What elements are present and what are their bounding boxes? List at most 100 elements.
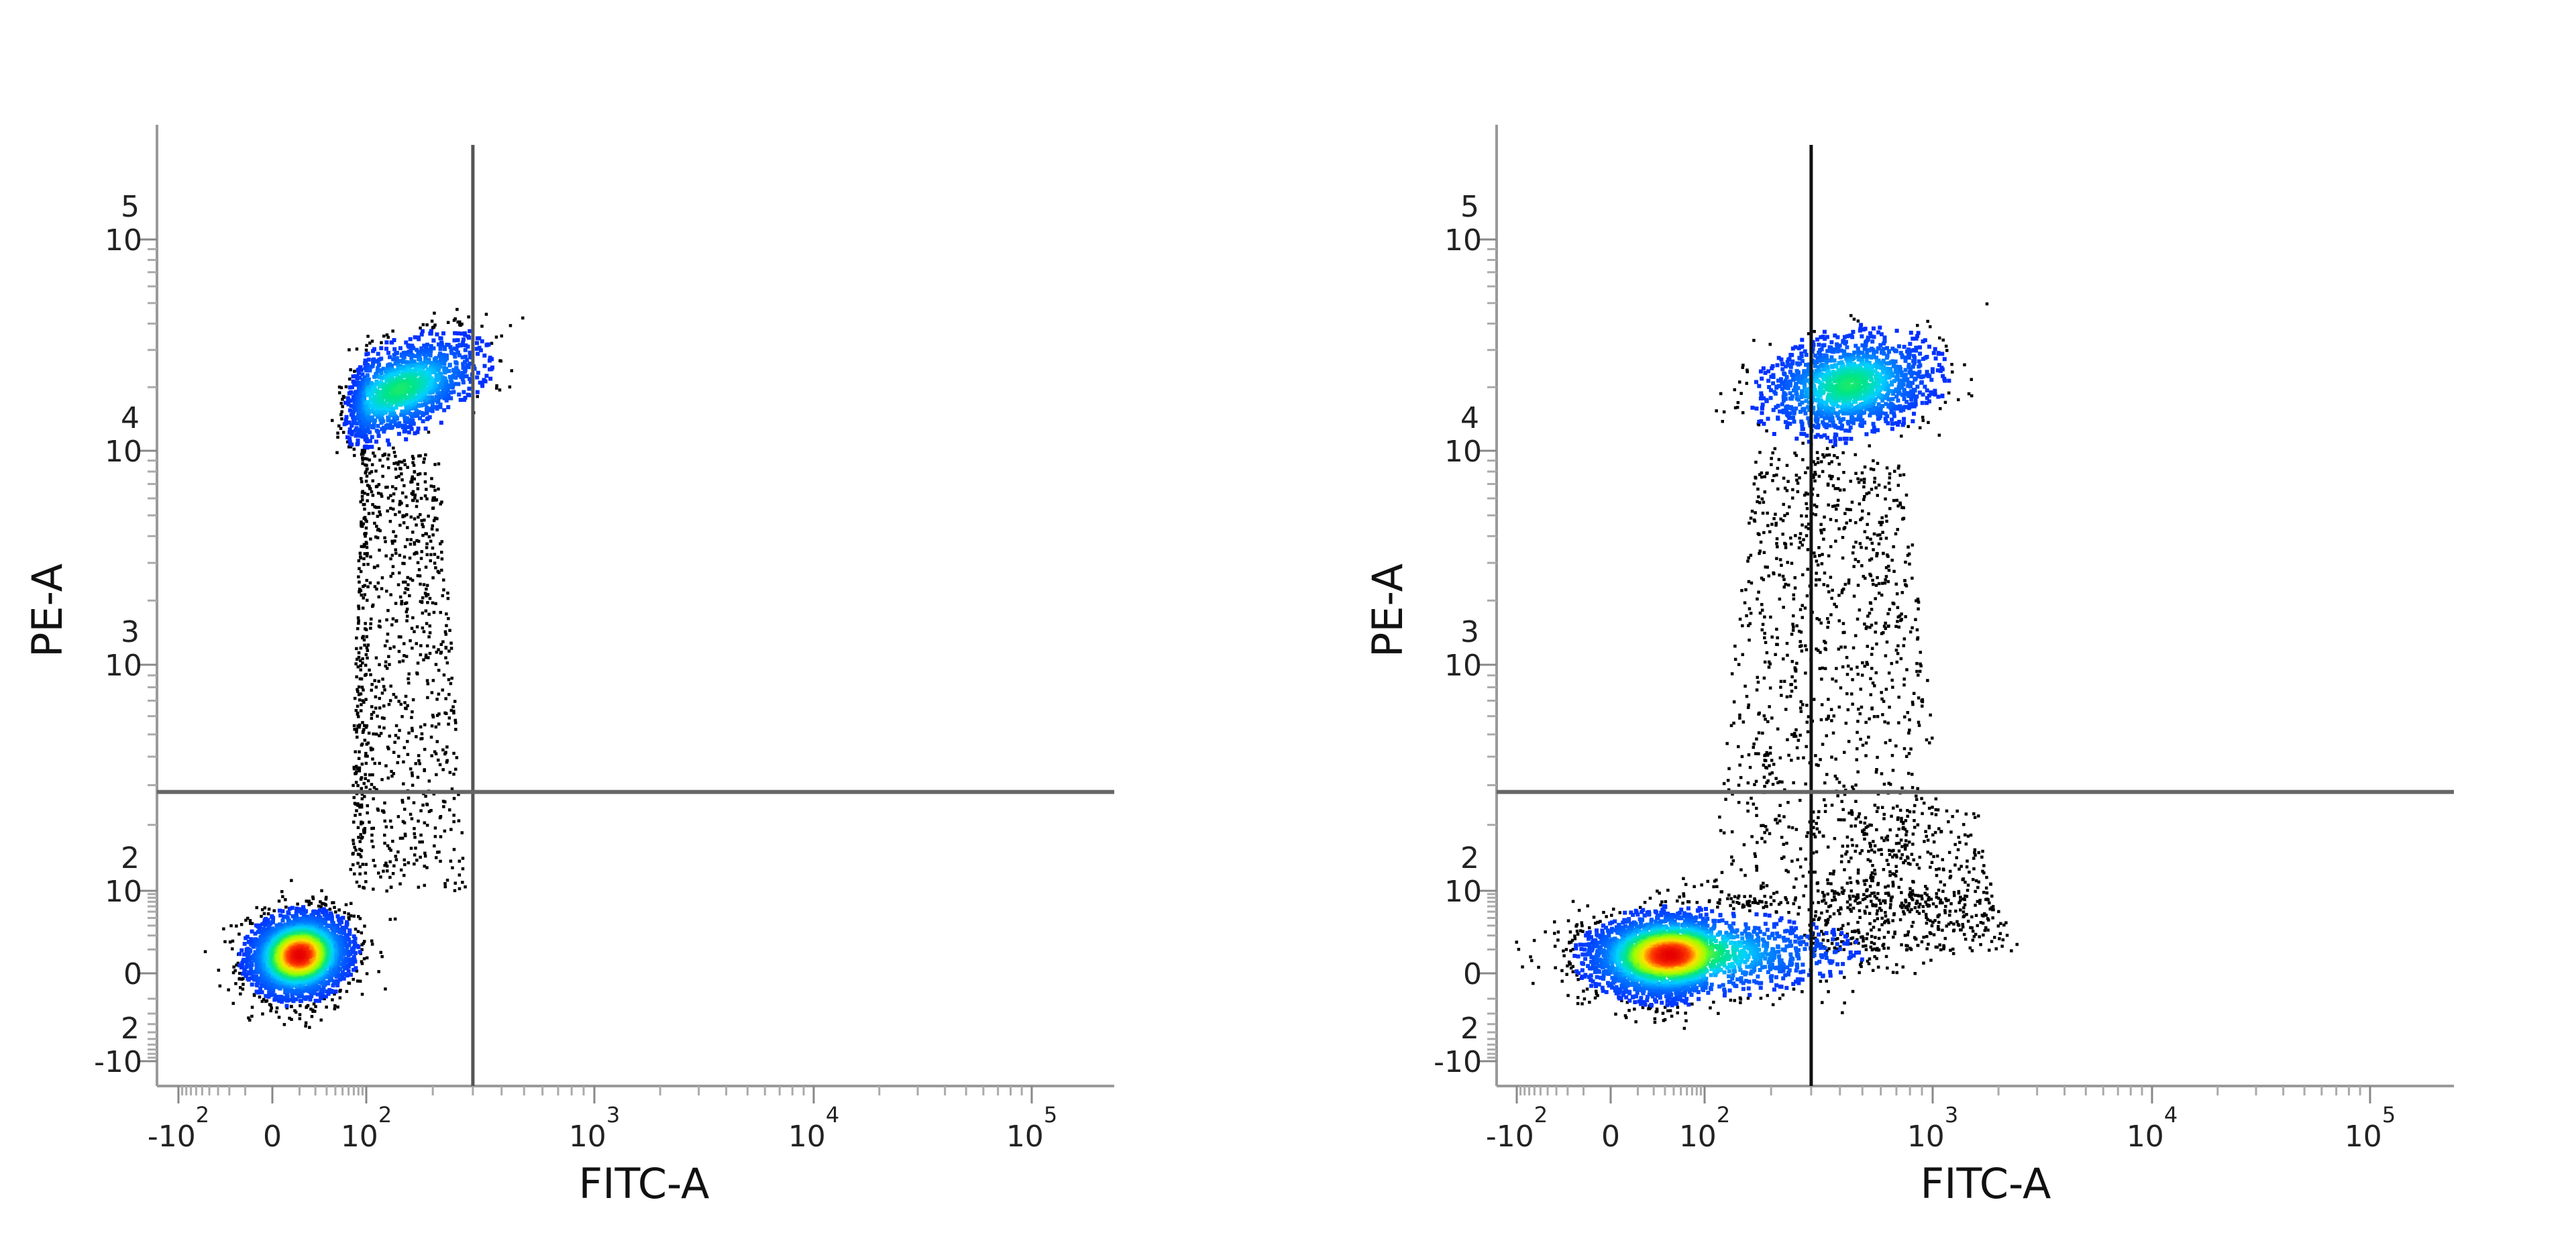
event-dot: [449, 348, 453, 352]
event-dot: [377, 447, 381, 451]
event-dot: [337, 908, 341, 912]
event-dot: [366, 563, 370, 566]
event-dot: [407, 682, 411, 685]
event-dot: [433, 561, 437, 565]
event-dot: [364, 761, 368, 765]
event-dot: [375, 587, 378, 591]
event-dot: [423, 821, 427, 824]
event-dot: [389, 506, 392, 510]
event-dot: [398, 553, 402, 557]
event-dot: [245, 961, 250, 965]
event-dot: [362, 543, 366, 546]
event-dot: [452, 797, 456, 800]
event-dot: [244, 973, 248, 977]
event-dot: [462, 390, 466, 394]
event-dot: [358, 766, 362, 769]
event-dot: [409, 386, 413, 391]
event-dot: [333, 953, 337, 958]
event-dot: [453, 889, 457, 892]
event-dot: [360, 686, 364, 689]
event-dot: [294, 912, 299, 916]
event-dot: [439, 542, 442, 545]
event-dot: [419, 332, 424, 337]
event-dot: [424, 609, 428, 612]
event-dot: [341, 951, 345, 955]
event-dot: [355, 809, 358, 812]
event-dot: [428, 385, 433, 390]
event-dot: [428, 631, 432, 635]
event-dot: [425, 866, 429, 869]
event-dot: [357, 915, 360, 918]
event-dot: [356, 627, 360, 631]
event-dot: [475, 375, 480, 380]
event-dot: [422, 658, 425, 661]
event-dot: [290, 922, 294, 927]
event-dot: [362, 409, 366, 414]
event-dot: [391, 572, 394, 576]
event-dot: [364, 463, 367, 467]
event-dot: [407, 430, 411, 435]
event-dot: [322, 912, 327, 917]
event-dot: [320, 910, 325, 914]
event-dot: [404, 340, 409, 345]
event-dot: [392, 446, 395, 450]
event-dot: [451, 368, 455, 373]
event-dot: [447, 677, 451, 682]
event-dot: [441, 594, 444, 598]
event-dot: [384, 340, 389, 345]
event-dot: [370, 939, 374, 942]
event-dot: [355, 647, 358, 651]
event-dot: [399, 467, 402, 471]
event-dot: [360, 494, 364, 498]
event-dot: [363, 826, 367, 830]
event-dot: [425, 584, 429, 587]
event-dot: [392, 451, 396, 454]
event-dot: [393, 384, 398, 389]
event-dot: [413, 862, 416, 866]
event-dot: [203, 950, 207, 953]
event-dot: [394, 358, 399, 362]
event-dot: [416, 403, 421, 407]
event-dot: [460, 322, 464, 326]
event-dot: [357, 575, 360, 579]
event-dot: [368, 472, 372, 475]
event-dot: [352, 838, 355, 842]
event-dot: [435, 404, 440, 409]
event-dot: [232, 965, 235, 969]
event-dot: [460, 831, 464, 834]
event-dot: [305, 995, 310, 999]
event-dot: [333, 1004, 337, 1008]
event-dot: [336, 431, 339, 435]
event-dot: [328, 967, 333, 972]
event-dot: [299, 999, 303, 1004]
event-dot: [364, 863, 368, 866]
event-dot: [354, 390, 359, 394]
event-dot: [370, 463, 374, 466]
event-dot: [438, 763, 442, 767]
event-dot: [382, 716, 386, 720]
event-dot: [430, 754, 433, 757]
event-dot: [425, 488, 428, 491]
event-dot: [500, 334, 503, 338]
event-dot: [510, 369, 513, 372]
event-dot: [421, 596, 425, 600]
event-dot: [331, 419, 334, 423]
event-dot: [253, 950, 258, 955]
event-dot: [461, 340, 466, 345]
event-dot: [385, 864, 389, 868]
event-dot: [257, 926, 262, 930]
event-dot: [387, 392, 392, 397]
event-dot: [358, 590, 361, 594]
event-dot: [317, 908, 322, 912]
event-dot: [392, 462, 396, 466]
event-dot: [455, 756, 459, 759]
event-dot: [380, 397, 384, 402]
event-dot: [298, 1013, 302, 1016]
event-dot: [239, 948, 244, 953]
event-dot: [415, 859, 419, 862]
event-dot: [371, 511, 375, 515]
event-dot: [260, 914, 263, 918]
event-dot: [317, 904, 321, 908]
event-dot: [255, 963, 260, 967]
event-dot: [478, 348, 483, 353]
